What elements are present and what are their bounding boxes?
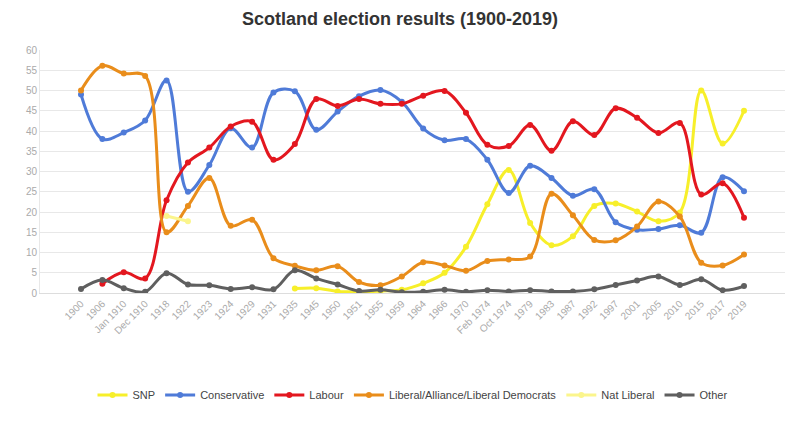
svg-text:SNP: SNP: [133, 389, 156, 401]
svg-text:2015: 2015: [683, 298, 707, 322]
svg-text:2010: 2010: [661, 298, 685, 322]
svg-text:20: 20: [26, 207, 38, 218]
svg-text:1951: 1951: [340, 298, 364, 322]
svg-text:1935: 1935: [276, 298, 300, 322]
svg-text:Other: Other: [700, 389, 728, 401]
svg-text:2019: 2019: [725, 298, 749, 322]
svg-text:55: 55: [26, 65, 38, 76]
svg-text:1959: 1959: [383, 298, 407, 322]
svg-text:1979: 1979: [512, 298, 536, 322]
svg-text:45: 45: [26, 105, 38, 116]
svg-text:1970: 1970: [447, 298, 471, 322]
svg-text:1955: 1955: [362, 298, 386, 322]
svg-text:15: 15: [26, 227, 38, 238]
svg-text:1900: 1900: [62, 298, 86, 322]
svg-text:Dec 1910: Dec 1910: [112, 298, 150, 336]
svg-text:Liberal/Alliance/Liberal Democ: Liberal/Alliance/Liberal Democrats: [389, 389, 556, 401]
svg-text:1945: 1945: [298, 298, 322, 322]
svg-text:Nat Liberal: Nat Liberal: [601, 389, 654, 401]
svg-text:25: 25: [26, 186, 38, 197]
svg-text:Oct 1974: Oct 1974: [477, 298, 514, 335]
svg-text:5: 5: [31, 267, 37, 278]
svg-text:1983: 1983: [533, 298, 557, 322]
svg-text:1997: 1997: [597, 298, 621, 322]
svg-text:60: 60: [26, 45, 38, 56]
svg-text:1924: 1924: [212, 298, 236, 322]
svg-text:Labour: Labour: [309, 389, 344, 401]
svg-text:1992: 1992: [576, 298, 600, 322]
svg-text:Scotland election results (190: Scotland election results (1900-2019): [242, 9, 558, 29]
svg-text:1918: 1918: [148, 298, 172, 322]
svg-text:0: 0: [31, 288, 37, 299]
svg-text:2001: 2001: [618, 298, 642, 322]
svg-text:1964: 1964: [405, 298, 429, 322]
svg-text:1931: 1931: [255, 298, 279, 322]
svg-text:1906: 1906: [84, 298, 108, 322]
svg-text:2005: 2005: [640, 298, 664, 322]
svg-text:30: 30: [26, 166, 38, 177]
svg-text:50: 50: [26, 85, 38, 96]
svg-text:40: 40: [26, 126, 38, 137]
svg-text:10: 10: [26, 247, 38, 258]
svg-text:Jan 1910: Jan 1910: [92, 298, 129, 335]
svg-text:2017: 2017: [704, 298, 728, 322]
svg-text:Conservative: Conservative: [200, 389, 264, 401]
svg-text:1950: 1950: [319, 298, 343, 322]
svg-text:Feb 1974: Feb 1974: [455, 298, 493, 336]
svg-text:1929: 1929: [234, 298, 258, 322]
svg-text:1923: 1923: [191, 298, 215, 322]
svg-text:1922: 1922: [169, 298, 193, 322]
svg-text:35: 35: [26, 146, 38, 157]
svg-text:1987: 1987: [554, 298, 578, 322]
svg-text:1966: 1966: [426, 298, 450, 322]
